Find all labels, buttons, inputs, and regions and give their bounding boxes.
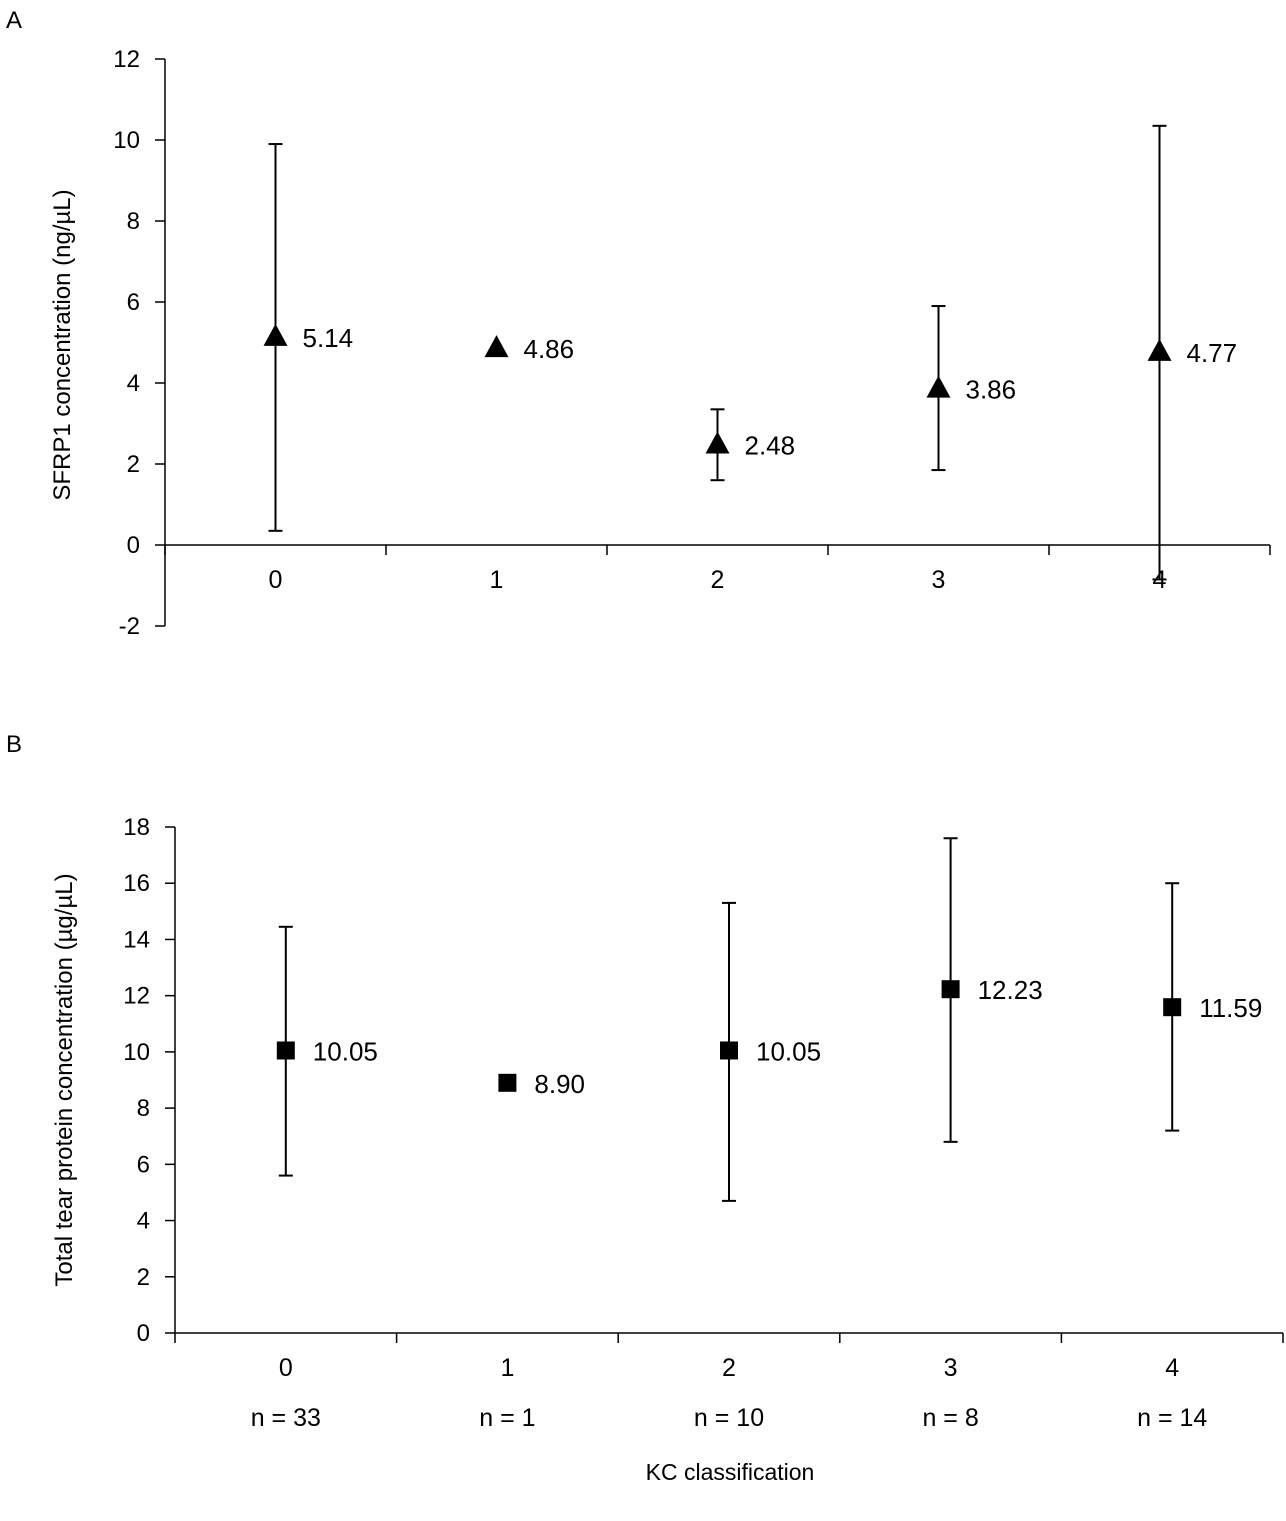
y-tick-label: 10 <box>113 127 140 154</box>
y-tick-label: 8 <box>127 208 140 235</box>
data-point-square <box>498 1073 517 1092</box>
data-label: 4.77 <box>1187 338 1238 368</box>
x-tick-label: 2 <box>711 566 725 594</box>
y-tick-label: 0 <box>137 1320 150 1347</box>
data-point-triangle <box>926 375 951 398</box>
data-label: 12.23 <box>978 975 1043 1005</box>
y-tick-label: 2 <box>127 451 140 478</box>
x-tick-label: 0 <box>269 566 283 594</box>
y-tick-label: 6 <box>137 1151 150 1178</box>
data-point-triangle <box>1147 338 1172 361</box>
y-tick-label: 0 <box>127 532 140 559</box>
y-tick-label: 6 <box>127 289 140 316</box>
x-tick-label: 2 <box>722 1354 736 1382</box>
data-label: 8.90 <box>534 1069 585 1099</box>
y-tick-label: 10 <box>123 1039 150 1066</box>
x-axis-label: KC classification <box>646 1459 815 1485</box>
x-tick-label: 4 <box>1165 1354 1179 1382</box>
y-tick-label: 18 <box>123 814 150 841</box>
data-label: 3.86 <box>966 375 1017 405</box>
data-point-square <box>1163 998 1182 1017</box>
y-tick-label: 8 <box>137 1095 150 1122</box>
data-point-triangle <box>705 431 730 454</box>
data-point-square <box>276 1041 295 1060</box>
data-label: 4.86 <box>524 334 575 364</box>
data-label: 10.05 <box>313 1036 378 1066</box>
data-point-triangle <box>263 323 288 346</box>
data-label: 11.59 <box>1199 993 1262 1023</box>
y-tick-label: 12 <box>113 46 140 73</box>
x-tick-label: 1 <box>490 566 504 594</box>
data-point-square <box>720 1041 738 1060</box>
y-tick-label: -2 <box>119 613 140 640</box>
x-tick-label: 3 <box>932 566 946 594</box>
x-tick-label: 3 <box>944 1354 958 1382</box>
sample-size-label: n = 1 <box>479 1404 535 1432</box>
x-tick-label: 0 <box>279 1354 293 1382</box>
y-tick-label: 4 <box>127 370 140 397</box>
data-label: 10.05 <box>756 1036 821 1066</box>
y-axis-title: Total tear protein concentration (µg/µL) <box>51 873 78 1286</box>
data-label: 5.14 <box>303 323 354 353</box>
sample-size-label: n = 10 <box>694 1404 764 1432</box>
sample-size-label: n = 14 <box>1137 1404 1207 1432</box>
y-tick-label: 12 <box>123 983 150 1010</box>
data-point-triangle <box>484 335 509 358</box>
sample-size-label: n = 8 <box>922 1404 978 1432</box>
y-tick-label: 2 <box>137 1264 150 1291</box>
y-tick-label: 4 <box>137 1208 150 1235</box>
data-label: 2.48 <box>745 431 796 461</box>
sample-size-label: n = 33 <box>251 1404 321 1432</box>
y-axis-title: SFRP1 concentration (ng/µL) <box>49 189 76 500</box>
y-tick-label: 16 <box>123 870 150 897</box>
panel-label: A <box>6 7 22 34</box>
y-tick-label: 14 <box>123 926 150 953</box>
x-tick-label: 1 <box>500 1354 514 1382</box>
panel-label: B <box>6 731 22 758</box>
data-point-square <box>941 980 960 999</box>
